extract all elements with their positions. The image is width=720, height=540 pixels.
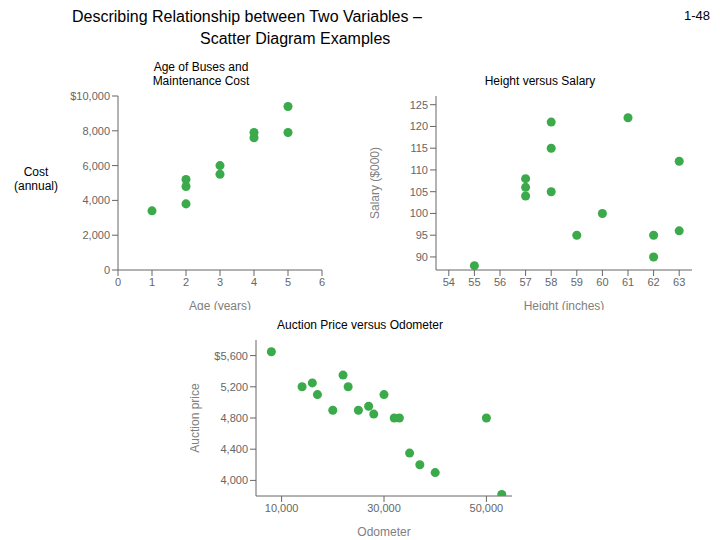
svg-text:$5,600: $5,600 [214,350,248,362]
html-text:Cost (annual): Cost (annual) [14,165,58,193]
svg-text:5,200: 5,200 [220,381,248,393]
svg-text:8,000: 8,000 [82,125,110,137]
svg-text:58: 58 [545,276,557,288]
svg-text:120: 120 [410,120,428,132]
svg-text:63: 63 [673,276,685,288]
svg-text:Odometer: Odometer [357,525,410,536]
svg-text:Salary ($000): Salary ($000) [370,147,382,219]
svg-text:56: 56 [494,276,506,288]
svg-text:2,000: 2,000 [82,229,110,241]
svg-text:4,000: 4,000 [82,194,110,206]
svg-text:95: 95 [416,229,428,241]
svg-text:115: 115 [410,142,428,154]
svg-text:0: 0 [104,264,110,276]
svg-text:105: 105 [410,186,428,198]
svg-text:55: 55 [468,276,480,288]
svg-text:10,000: 10,000 [265,502,299,514]
svg-text:6: 6 [319,276,325,288]
svg-text:90: 90 [416,251,428,263]
svg-text:54: 54 [443,276,455,288]
svg-text:100: 100 [410,207,428,219]
html-text:Height versus Salary: Height versus Salary [484,74,596,88]
svg-text:Auction price: Auction price [190,383,202,453]
svg-text:110: 110 [410,164,428,176]
svg-text:0: 0 [115,276,121,288]
svg-text:1: 1 [149,276,155,288]
svg-text:4,400: 4,400 [220,443,248,455]
svg-text:30,000: 30,000 [367,502,401,514]
svg-text:2: 2 [183,276,189,288]
svg-text:Age (years): Age (years) [189,299,251,310]
svg-text:125: 125 [410,99,428,111]
html-text:Auction Price versus Odometer: Auction Price versus Odometer [277,318,443,332]
svg-text:$10,000: $10,000 [70,90,110,102]
svg-text:4,000: 4,000 [220,474,248,486]
html-text:1-48: 1-48 [684,8,710,23]
svg-text:60: 60 [596,276,608,288]
svg-text:5: 5 [285,276,291,288]
html-text:Scatter Diagram Examples: Scatter Diagram Examples [200,30,391,47]
svg-text:50,000: 50,000 [470,502,504,514]
html-text:Describing Relationship betwee: Describing Relationship between Two Vari… [72,8,422,25]
svg-text:4,800: 4,800 [220,412,248,424]
svg-text:59: 59 [571,276,583,288]
html-text:Age of Buses and Maintenance C: Age of Buses and Maintenance Cost [152,60,250,88]
svg-text:57: 57 [519,276,531,288]
svg-text:62: 62 [647,276,659,288]
svg-text:3: 3 [217,276,223,288]
svg-text:6,000: 6,000 [82,160,110,172]
svg-text:Height (inches): Height (inches) [524,299,605,310]
svg-text:61: 61 [622,276,634,288]
svg-text:4: 4 [251,276,257,288]
